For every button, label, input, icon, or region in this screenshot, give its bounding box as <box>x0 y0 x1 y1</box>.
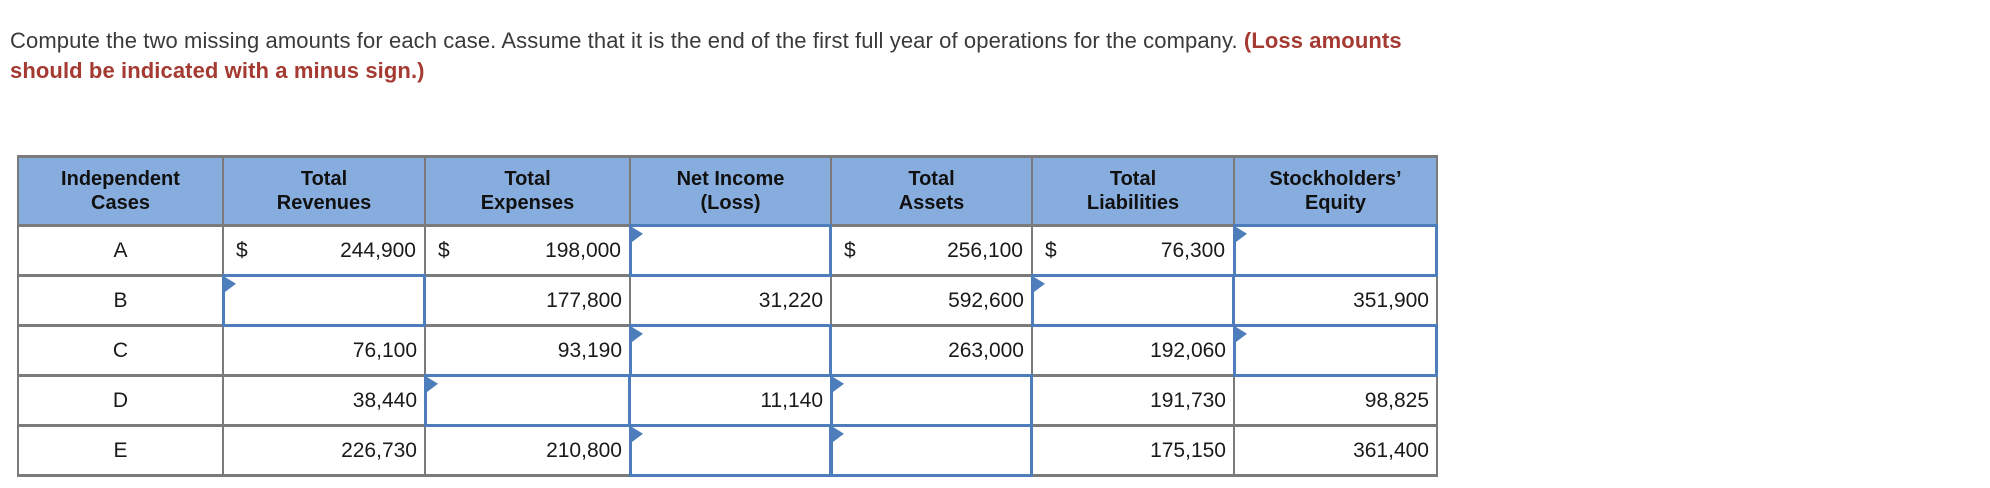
dollar-sign: $ <box>844 238 856 262</box>
case-label: D <box>17 374 224 427</box>
header-line1: Independent <box>61 168 180 190</box>
header-line2: Expenses <box>480 192 575 214</box>
table-row-case-d: D 38,440 11,140 191,730 98,825 <box>17 374 1438 427</box>
amount-cell-empty <box>629 424 832 477</box>
amount-cell: 175,150 <box>1031 424 1235 477</box>
amount-cell: 11,140 <box>629 374 832 427</box>
amount-cell-empty <box>424 374 631 427</box>
col-header-total-revenues: Total Revenues <box>222 155 426 227</box>
cell-marker-icon <box>427 377 438 392</box>
dollar-sign: $ <box>236 238 248 262</box>
amount-input[interactable] <box>424 374 631 427</box>
header-line2: Equity <box>1304 192 1367 214</box>
header-line2: Assets <box>898 192 965 214</box>
cases-table: Independent Cases Total Revenues Total Expens… <box>17 155 1438 477</box>
amount-cell: 192,060 <box>1031 324 1235 377</box>
amount-input[interactable] <box>1233 224 1438 277</box>
table-row-case-c: C 76,100 93,190 263,000 192,060 <box>17 324 1438 377</box>
amount-cell: 191,730 <box>1031 374 1235 427</box>
amount-value: 76,300 <box>1160 238 1225 262</box>
amount-cell-empty <box>1031 274 1235 327</box>
instruction-note: (Loss amounts should be indicated with a… <box>10 28 1402 83</box>
amount-input[interactable] <box>830 374 1033 427</box>
amount-cell: 263,000 <box>830 324 1033 377</box>
case-label: B <box>17 274 224 327</box>
table-body: A $244,900 $198,000 $256,100 $76,300 B 177,800… <box>17 224 1438 477</box>
amount-value: 198,000 <box>545 238 621 262</box>
col-header-total-expenses: Total Expenses <box>424 155 631 227</box>
col-header-total-liabilities: Total Liabilities <box>1031 155 1235 227</box>
header-line2: Cases <box>91 192 150 214</box>
amount-cell-empty <box>830 374 1033 427</box>
col-header-independent-cases: Independent Cases <box>17 155 224 227</box>
amount-cell: 361,400 <box>1233 424 1438 477</box>
cell-marker-icon <box>632 227 643 242</box>
amount-cell: $76,300 <box>1031 224 1235 277</box>
amount-input[interactable] <box>629 224 832 277</box>
col-header-stockholders-equity: Stockholders’ Equity <box>1233 155 1438 227</box>
cell-marker-icon <box>1034 277 1045 292</box>
instruction-main: Compute the two missing amounts for each… <box>10 28 1244 53</box>
cell-marker-icon <box>632 427 643 442</box>
amount-cell-empty <box>222 274 426 327</box>
amount-cell: 76,100 <box>222 324 426 377</box>
cell-marker-icon <box>1236 227 1247 242</box>
amount-cell: 93,190 <box>424 324 631 377</box>
case-label: C <box>17 324 224 377</box>
amount-cell: 210,800 <box>424 424 631 477</box>
header-line2: Revenues <box>276 192 372 214</box>
amount-cell: 592,600 <box>830 274 1033 327</box>
table-row-case-a: A $244,900 $198,000 $256,100 $76,300 <box>17 224 1438 277</box>
table-row-case-e: E 226,730 210,800 175,150 361,400 <box>17 424 1438 477</box>
amount-cell-empty <box>629 324 832 377</box>
header-line2: (Loss) <box>700 192 761 214</box>
header-line2: Liabilities <box>1086 192 1180 214</box>
amount-cell: 177,800 <box>424 274 631 327</box>
case-label: E <box>17 424 224 477</box>
header-line1: Total <box>300 168 348 190</box>
amount-cell: 98,825 <box>1233 374 1438 427</box>
instruction-text: Compute the two missing amounts for each… <box>10 26 1480 86</box>
table-row-case-b: B 177,800 31,220 592,600 351,900 <box>17 274 1438 327</box>
header-line1: Net Income <box>676 168 785 190</box>
cell-marker-icon <box>833 427 844 442</box>
cases-table-wrapper: Independent Cases Total Revenues Total Expens… <box>17 155 1438 477</box>
amount-value: 244,900 <box>340 238 416 262</box>
amount-input[interactable] <box>830 424 1033 477</box>
amount-cell: 31,220 <box>629 274 832 327</box>
header-row: Independent Cases Total Revenues Total Expens… <box>17 155 1438 227</box>
cell-marker-icon <box>632 327 643 342</box>
cell-marker-icon <box>225 277 236 292</box>
amount-input[interactable] <box>629 324 832 377</box>
dollar-sign: $ <box>1045 238 1057 262</box>
cell-marker-icon <box>833 377 844 392</box>
col-header-total-assets: Total Assets <box>830 155 1033 227</box>
amount-cell-empty <box>830 424 1033 477</box>
amount-cell: $244,900 <box>222 224 426 277</box>
amount-cell: $198,000 <box>424 224 631 277</box>
amount-cell-empty <box>1233 324 1438 377</box>
header-line1: Stockholders’ <box>1269 168 1402 190</box>
cell-marker-icon <box>1236 327 1247 342</box>
amount-cell-empty <box>1233 224 1438 277</box>
header-line1: Total <box>908 168 955 190</box>
dollar-sign: $ <box>438 238 450 262</box>
amount-cell-empty <box>629 224 832 277</box>
amount-input[interactable] <box>1031 274 1235 327</box>
amount-cell: 38,440 <box>222 374 426 427</box>
amount-input[interactable] <box>629 424 832 477</box>
amount-cell: $256,100 <box>830 224 1033 277</box>
header-line1: Total <box>504 168 551 190</box>
header-line1: Total <box>1109 168 1157 190</box>
amount-input[interactable] <box>222 274 426 327</box>
amount-cell: 351,900 <box>1233 274 1438 327</box>
amount-value: 256,100 <box>947 238 1023 262</box>
col-header-net-income-loss-: Net Income (Loss) <box>629 155 832 227</box>
amount-input[interactable] <box>1233 324 1438 377</box>
amount-cell: 226,730 <box>222 424 426 477</box>
case-label: A <box>17 224 224 277</box>
